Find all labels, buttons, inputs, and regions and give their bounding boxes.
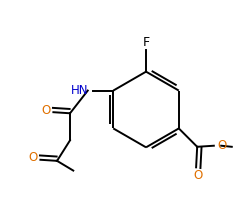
- Text: HN: HN: [70, 84, 88, 97]
- Text: O: O: [42, 104, 51, 117]
- Text: O: O: [217, 139, 226, 152]
- Text: F: F: [142, 36, 149, 49]
- Text: O: O: [29, 151, 38, 164]
- Text: O: O: [193, 169, 202, 182]
